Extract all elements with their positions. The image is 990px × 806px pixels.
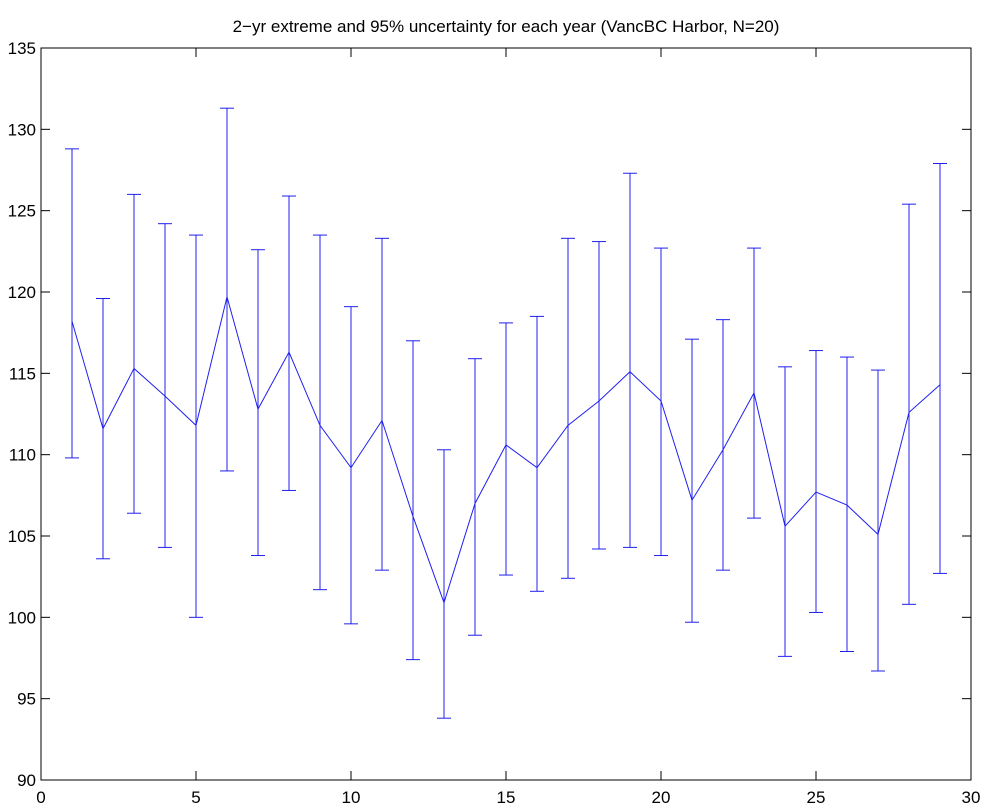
x-tick-label: 0 xyxy=(36,788,45,806)
y-tick-label: 105 xyxy=(8,527,36,546)
x-tick-label: 20 xyxy=(652,788,671,806)
y-tick-label: 95 xyxy=(17,690,36,709)
chart-title: 2−yr extreme and 95% uncertainty for eac… xyxy=(233,17,780,36)
x-tick-label: 15 xyxy=(497,788,516,806)
y-tick-label: 100 xyxy=(8,608,36,627)
series-line xyxy=(71,294,941,605)
y-tick-label: 90 xyxy=(17,771,36,790)
axes-layer: 0 5 10 15 20 25 30 90 95 100 105 110 115 120 125 130 135 xyxy=(8,39,981,806)
x-tick-label: 30 xyxy=(962,788,981,806)
x-tick-label: 5 xyxy=(191,788,200,806)
x-tick-label: 25 xyxy=(807,788,826,806)
y-tick-label: 135 xyxy=(8,39,36,58)
x-tick-label: 10 xyxy=(342,788,361,806)
y-tick-label: 110 xyxy=(9,446,36,465)
y-tick-label: 115 xyxy=(9,364,36,383)
y-tick-label: 130 xyxy=(8,120,36,139)
y-tick-label: 120 xyxy=(8,283,36,302)
series-layer xyxy=(65,107,947,719)
y-tick-label: 125 xyxy=(8,202,36,221)
